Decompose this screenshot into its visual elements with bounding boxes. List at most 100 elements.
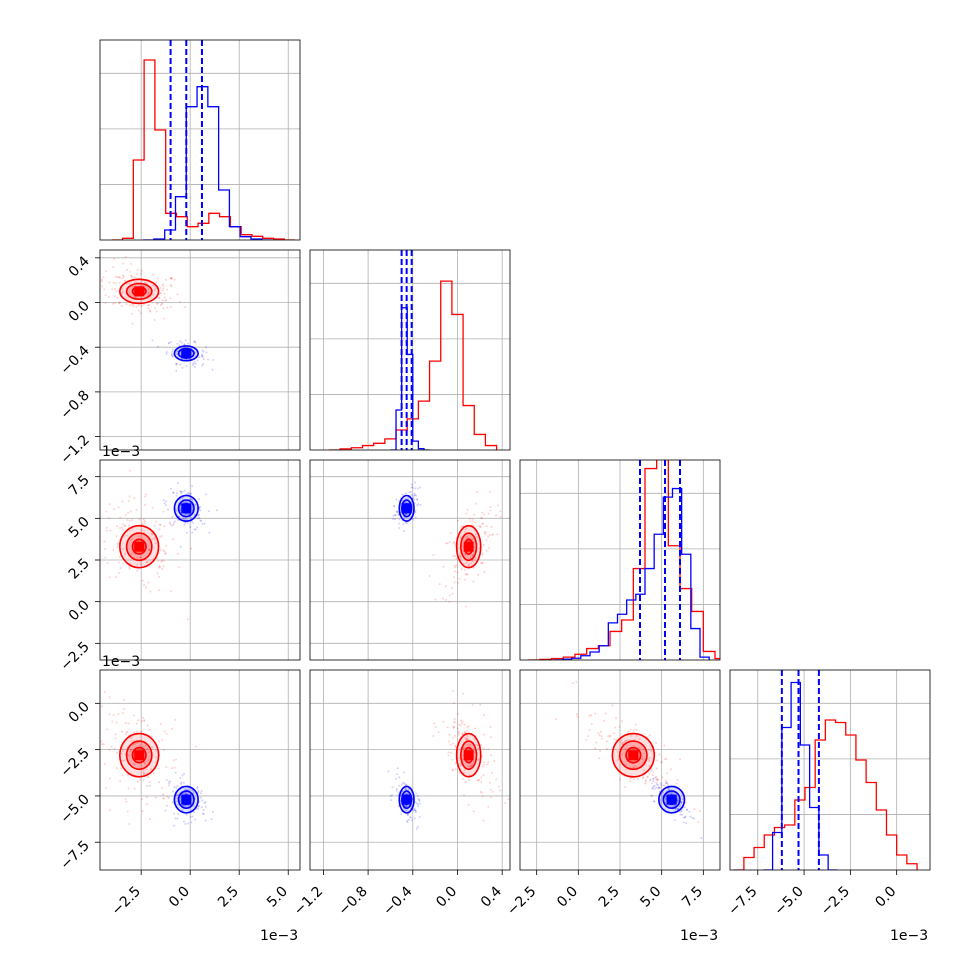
scatter-point-red: [101, 743, 104, 746]
scatter-point-red: [633, 738, 636, 741]
scatter-point-blue: [684, 815, 687, 818]
y-tick-label: −7.5: [57, 838, 92, 873]
scatter-point-red: [473, 751, 476, 754]
scatter-point-red: [477, 524, 480, 527]
scatter-point-red: [453, 576, 456, 579]
scatter-point-red: [126, 268, 129, 271]
panel-content: [103, 469, 218, 621]
scatter-point-blue: [389, 795, 392, 798]
x-tick-label: 0.0: [166, 884, 193, 911]
scatter-point-red: [155, 310, 158, 313]
scatter-point-red: [148, 729, 151, 732]
scatter-point-red: [147, 291, 150, 294]
scatter-point-red: [100, 280, 103, 283]
y-tick-label: 5.0: [66, 514, 93, 541]
scatter-point-red: [464, 572, 467, 575]
scatter-point-red: [634, 764, 637, 767]
scatter-point-blue: [664, 797, 667, 800]
scatter-point-red: [487, 512, 490, 515]
scatter-point-blue: [205, 351, 208, 354]
scatter-point-red: [474, 556, 477, 559]
scatter-point-red: [128, 524, 131, 527]
scatter-point-red: [136, 563, 139, 566]
scatter-point-blue: [179, 796, 182, 799]
scatter-point-red: [108, 503, 111, 506]
scatter-point-blue: [176, 817, 179, 820]
scatter-point-blue: [205, 346, 208, 349]
scatter-point-blue: [393, 505, 396, 508]
scatter-point-blue: [171, 355, 174, 358]
scatter-point-red: [166, 306, 169, 309]
scatter-point-red: [128, 304, 131, 307]
scatter-point-red: [105, 270, 108, 273]
scatter-point-blue: [171, 516, 174, 519]
scatter-point-red: [630, 734, 633, 737]
scatter-point-blue: [185, 788, 188, 791]
scatter-point-blue: [189, 526, 192, 529]
scatter-point-red: [149, 310, 152, 313]
scatter-point-red: [139, 556, 142, 559]
scatter-point-red: [485, 763, 488, 766]
scatter-point-red: [648, 733, 651, 736]
scatter-point-red: [655, 778, 658, 781]
scatter-point-red: [618, 725, 621, 728]
scatter-point-red: [587, 735, 590, 738]
scatter-point-blue: [418, 802, 421, 805]
scatter-point-red: [459, 724, 462, 727]
scatter-point-blue: [175, 794, 178, 797]
scatter-point-red: [143, 281, 146, 284]
scatter-point-red: [122, 547, 125, 550]
panel-content: [733, 670, 918, 870]
scatter-point-blue: [394, 777, 397, 780]
scatter-point-red: [155, 755, 158, 758]
scatter-point-blue: [172, 348, 175, 351]
scatter-point-blue: [179, 490, 182, 493]
scatter-point-red: [640, 757, 643, 760]
scatter-point-red: [648, 748, 651, 751]
scatter-point-blue: [414, 509, 417, 512]
scatter-point-red: [458, 723, 461, 726]
scatter-point-red: [496, 504, 499, 507]
x-tick-label: 7.5: [679, 884, 706, 911]
scatter-point-blue: [681, 798, 684, 801]
scatter-point-red: [152, 772, 155, 775]
scatter-point-red: [146, 304, 149, 307]
scatter-point-blue: [189, 815, 192, 818]
scatter-point-red: [130, 538, 133, 541]
scatter-point-red: [466, 726, 469, 729]
scatter-point-blue: [691, 816, 694, 819]
scatter-point-red: [451, 758, 454, 761]
scatter-point-red: [476, 490, 479, 493]
scatter-point-red: [597, 732, 600, 735]
scatter-point-red: [472, 538, 475, 541]
scatter-point-red: [148, 549, 151, 552]
scatter-point-blue: [193, 811, 196, 814]
scatter-point-red: [448, 733, 451, 736]
x-scale-exponent: 1e−3: [680, 928, 718, 944]
scatter-point-blue: [197, 516, 200, 519]
scatter-point-blue: [395, 510, 398, 513]
x-tick-label: −7.5: [725, 884, 760, 919]
scatter-point-blue: [664, 801, 667, 804]
scatter-point-blue: [199, 796, 202, 799]
scatter-point-blue: [653, 800, 656, 803]
scatter-point-red: [470, 764, 473, 767]
scatter-point-red: [150, 532, 153, 535]
scatter-point-red: [100, 740, 103, 743]
x-tick-label: 2.5: [215, 884, 242, 911]
scatter-point-red: [133, 787, 136, 790]
scatter-point-red: [473, 559, 476, 562]
scatter-point-red: [652, 777, 655, 780]
scatter-point-red: [697, 821, 700, 824]
scatter-point-blue: [675, 807, 678, 810]
panel-2-2: [519, 459, 721, 661]
scatter-point-red: [468, 774, 471, 777]
scatter-point-blue: [684, 816, 687, 819]
scatter-point-red: [456, 727, 459, 730]
scatter-point-red: [147, 759, 150, 762]
scatter-point-blue: [680, 809, 683, 812]
scatter-point-red: [161, 567, 164, 570]
scatter-point-red: [129, 270, 132, 273]
scatter-point-red: [460, 536, 463, 539]
scatter-point-red: [154, 542, 157, 545]
